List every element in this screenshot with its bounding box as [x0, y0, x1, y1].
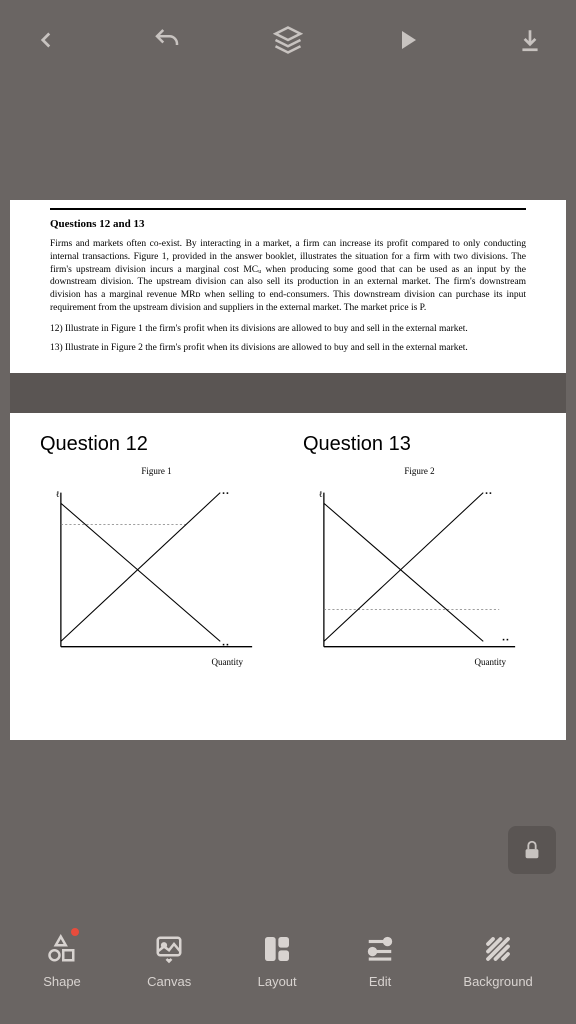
layers-icon[interactable] [272, 24, 304, 56]
notification-dot [71, 928, 79, 936]
svg-text:▪ ▪: ▪ ▪ [485, 489, 491, 496]
edit-icon [363, 932, 397, 966]
question-13-text: 13) Illustrate in Figure 2 the firm's pr… [50, 342, 526, 355]
background-button[interactable]: Background [463, 932, 532, 989]
doc-paragraph: Firms and markets often co-exist. By int… [50, 238, 526, 315]
chart-left-subtitle: Figure 1 [40, 466, 273, 476]
chart-right-subtitle: Figure 2 [303, 466, 536, 476]
play-icon[interactable] [393, 24, 425, 56]
chart-left-svg: ℓ ▪ ▪ ▪ ▪ [40, 482, 273, 652]
svg-text:ℓ: ℓ [56, 488, 60, 498]
edit-button[interactable]: Edit [363, 932, 397, 989]
chart-right-title: Question 13 [303, 433, 536, 456]
back-icon[interactable] [30, 24, 62, 56]
shape-label: Shape [43, 974, 81, 989]
top-toolbar [0, 0, 576, 80]
edit-label: Edit [369, 974, 391, 989]
charts-section: Question 12 Figure 1 ℓ ▪ ▪ ▪ ▪ Quantity … [10, 413, 566, 687]
svg-text:▪ ▪: ▪ ▪ [502, 636, 508, 643]
chart-left: Question 12 Figure 1 ℓ ▪ ▪ ▪ ▪ Quantity [40, 433, 273, 667]
background-icon [481, 932, 515, 966]
chart-left-xlabel: Quantity [40, 657, 273, 667]
background-label: Background [463, 974, 532, 989]
canvas-icon [152, 932, 186, 966]
svg-text:▪ ▪: ▪ ▪ [222, 489, 228, 496]
layout-label: Layout [258, 974, 297, 989]
svg-text:ℓ: ℓ [319, 488, 323, 498]
layout-icon [260, 932, 294, 966]
document-section: Questions 12 and 13 Firms and markets of… [10, 200, 566, 373]
undo-icon[interactable] [151, 24, 183, 56]
layout-button[interactable]: Layout [258, 932, 297, 989]
canvas-content[interactable]: Questions 12 and 13 Firms and markets of… [10, 200, 566, 740]
chart-left-title: Question 12 [40, 433, 273, 456]
shape-button[interactable]: Shape [43, 932, 81, 989]
chart-right: Question 13 Figure 2 ℓ ▪ ▪ ▪ ▪ Quantity [303, 433, 536, 667]
canvas-label: Canvas [147, 974, 191, 989]
svg-text:▪ ▪: ▪ ▪ [222, 641, 228, 648]
canvas-button[interactable]: Canvas [147, 932, 191, 989]
shape-icon [45, 932, 79, 966]
question-12-text: 12) Illustrate in Figure 1 the firm's pr… [50, 323, 526, 336]
bottom-toolbar: Shape Canvas Layout Edit [0, 914, 576, 1024]
chart-right-svg: ℓ ▪ ▪ ▪ ▪ [303, 482, 536, 652]
doc-heading: Questions 12 and 13 [50, 218, 526, 230]
chart-right-xlabel: Quantity [303, 657, 536, 667]
lock-button[interactable] [508, 826, 556, 874]
divider-bar [10, 373, 566, 413]
download-icon[interactable] [514, 24, 546, 56]
